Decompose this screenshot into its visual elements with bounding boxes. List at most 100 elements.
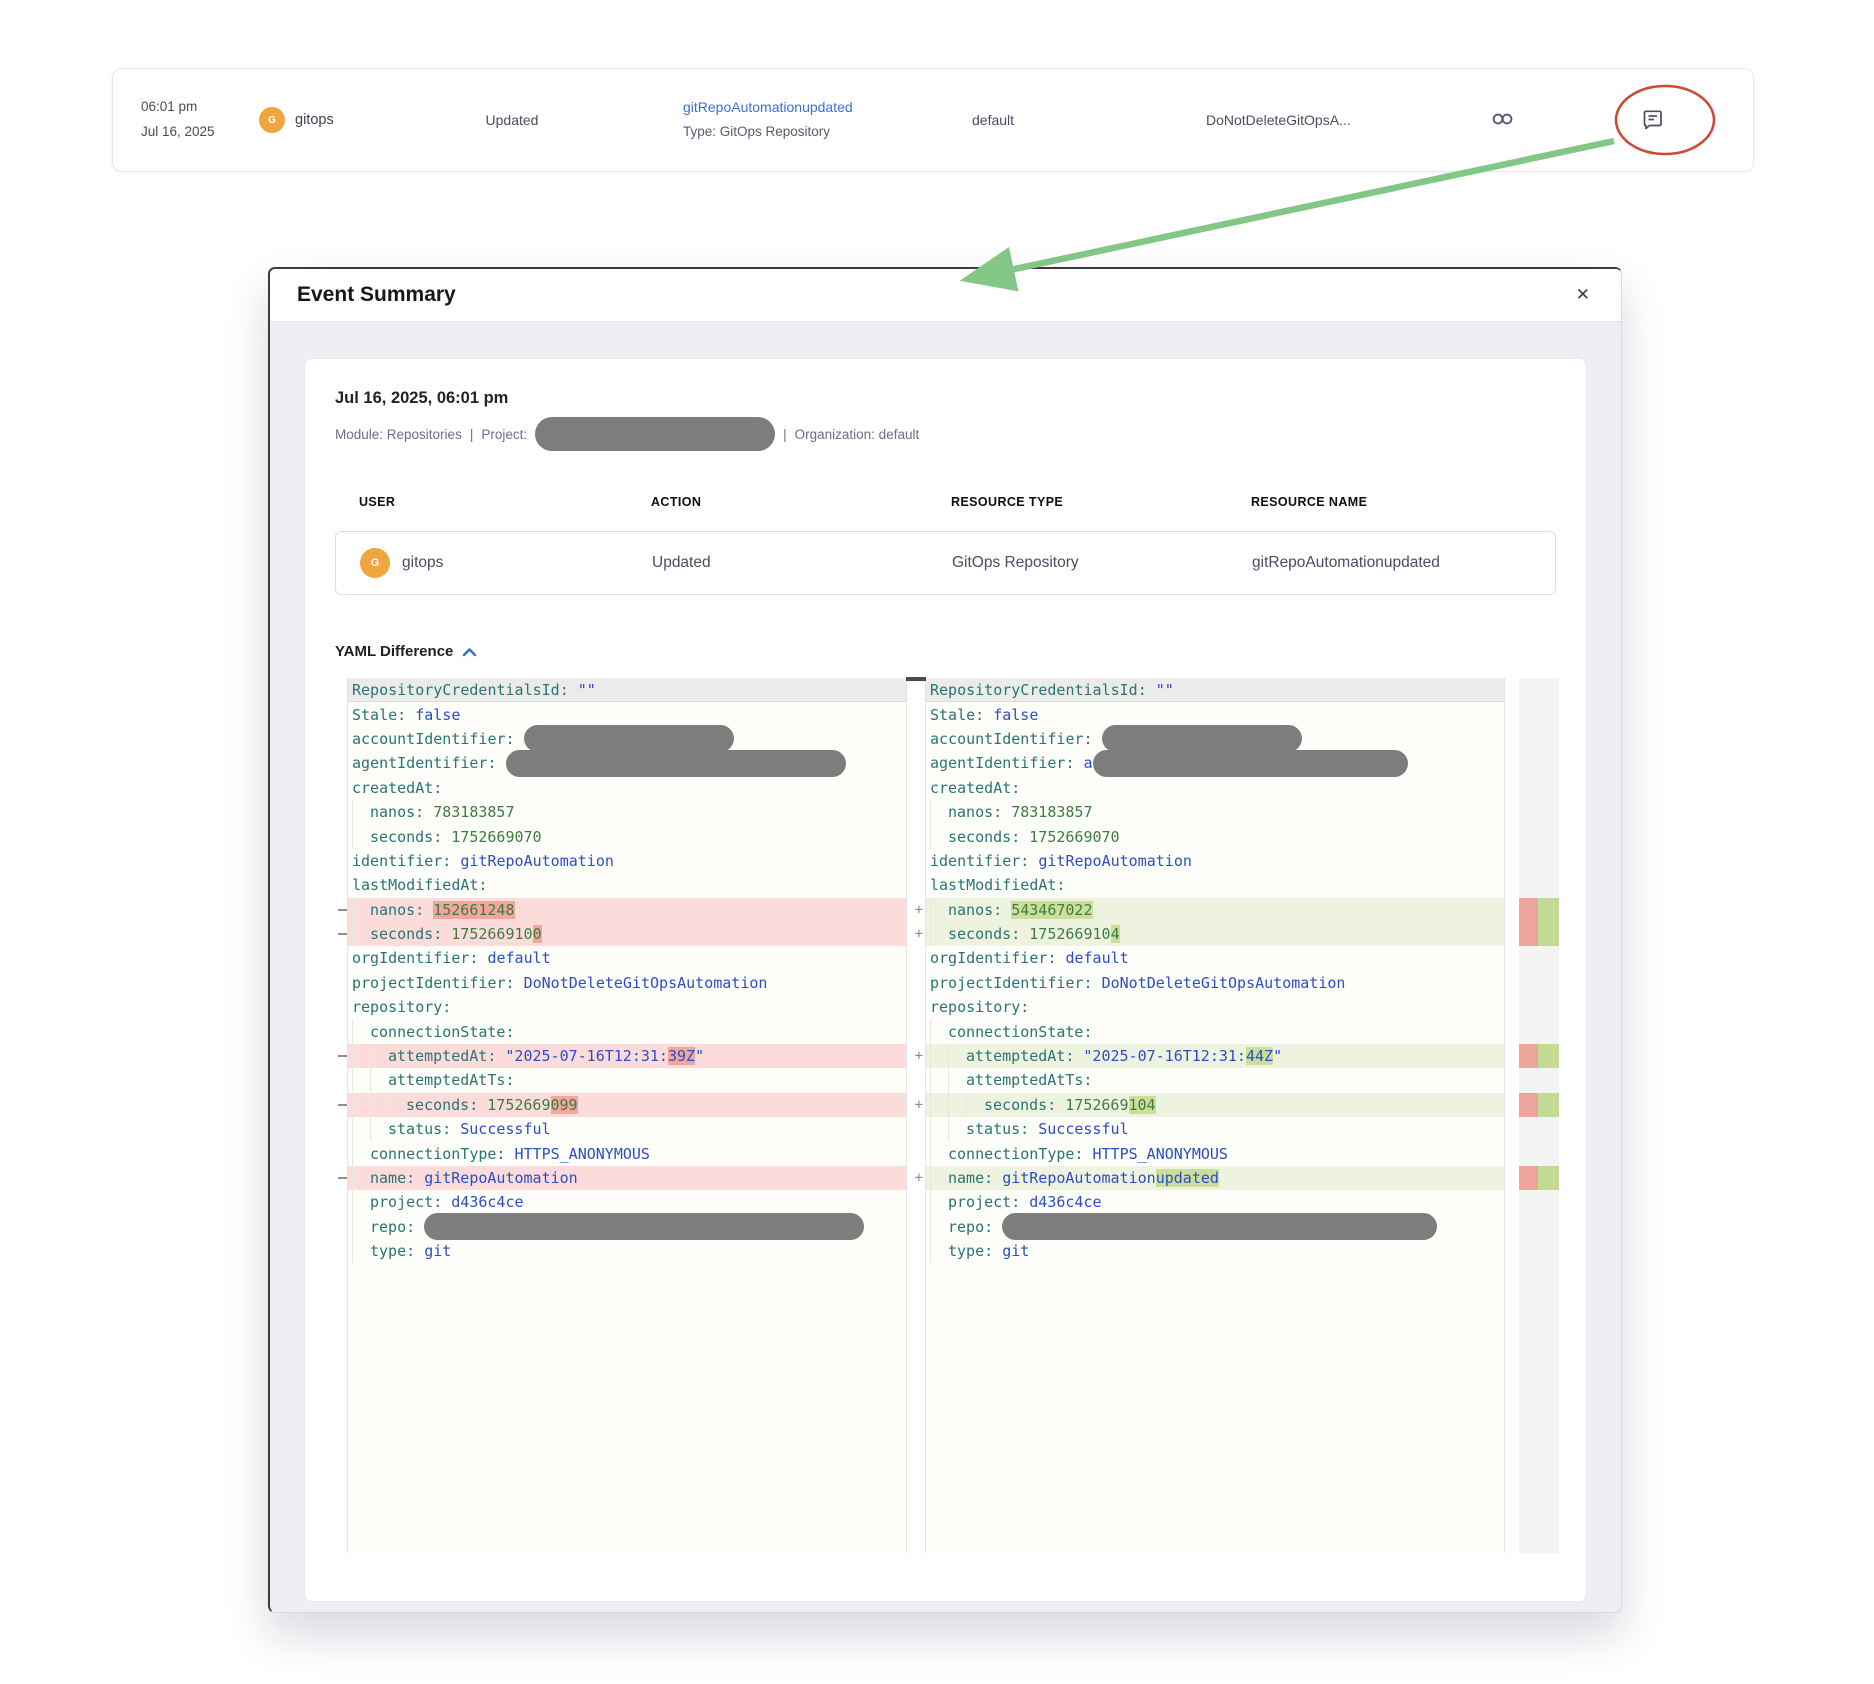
diff-line: projectIdentifier: DoNotDeleteGitOpsAuto… [930, 973, 1346, 992]
diff-line: status: Successful [926, 1117, 1504, 1142]
diff-line: lastModifiedAt: [930, 876, 1066, 895]
event-summary-button[interactable] [1637, 103, 1669, 138]
copy-link-button[interactable] [1487, 106, 1519, 135]
diff-minimap[interactable] [1519, 678, 1559, 1553]
redacted-value [505, 749, 846, 777]
minimap-removed-marker [1519, 1165, 1538, 1191]
removed-line-marker [338, 1177, 347, 1179]
event-timestamp: 06:01 pm Jul 16, 2025 [141, 95, 259, 145]
minimap-removed-marker [1519, 921, 1538, 947]
row-user: G gitops [360, 548, 652, 578]
event-summary-modal: Event Summary ✕ Jul 16, 2025, 06:01 pm M… [268, 267, 1622, 1613]
diff-line: Stale: false [352, 705, 461, 724]
diff-line: attemptedAtTs: [348, 1068, 906, 1093]
diff-divider-handle[interactable] [906, 677, 926, 681]
event-project: DoNotDeleteGitOpsA... [1206, 112, 1351, 128]
separator: | [783, 426, 787, 442]
close-button[interactable]: ✕ [1572, 281, 1594, 309]
diff-pane-new: RepositoryCredentialsId: "" Stale: false a… [925, 678, 1505, 1553]
diff-line: lastModifiedAt: [352, 876, 488, 895]
diff-line: identifier: gitRepoAutomation [352, 851, 614, 870]
redacted-value [1101, 725, 1302, 753]
removed-line-marker [338, 933, 347, 936]
user-name: gitops [402, 554, 444, 571]
minimap-added-marker [1538, 921, 1559, 947]
added-line-marker: + [914, 1048, 923, 1065]
diff-line: repo: [926, 1213, 1504, 1241]
diff-line: identifier: gitRepoAutomation [930, 851, 1192, 870]
note-icon [1641, 107, 1665, 134]
diff-line: RepositoryCredentialsId: "" [348, 678, 906, 703]
diff-line: name: gitRepoAutomation [348, 1165, 906, 1191]
diff-line: repository: [352, 998, 452, 1017]
summary-table-header: USER ACTION RESOURCE TYPE RESOURCE NAME [335, 495, 1556, 509]
minimap-added-marker [1538, 897, 1559, 922]
diff-line: orgIdentifier: default [352, 949, 551, 968]
diff-line: seconds: 1752669 099 [348, 1092, 906, 1118]
event-datetime: Jul 16, 2025, 06:01 pm [335, 389, 509, 407]
modal-title: Event Summary [297, 283, 456, 306]
removed-line-marker [338, 1103, 347, 1106]
diff-center-gutter: + + + + + [905, 678, 925, 1553]
diff-line: Stale: false [930, 705, 1039, 724]
minimap-removed-marker [1519, 1092, 1538, 1118]
diff-line: repository: [930, 998, 1030, 1017]
audit-event-row[interactable]: 06:01 pm Jul 16, 2025 G gitops Updated g… [112, 68, 1754, 172]
diff-line: seconds: 1752669070 [926, 824, 1504, 849]
diff-line: status: Successful [348, 1117, 906, 1142]
diff-line: attemptedAt: "2025-07-16T12:31: 44Z " [926, 1043, 1504, 1069]
diff-line: createdAt: [352, 778, 443, 797]
diff-line: accountIdentifier: [926, 725, 1504, 753]
diff-line: nanos: 783183857 [348, 799, 906, 825]
summary-table-row: G gitops Updated GitOps Repository gitRe… [335, 531, 1556, 595]
diff-line: repo: [348, 1213, 906, 1241]
diff-line: type: git [926, 1238, 1504, 1264]
minimap-added-marker [1538, 1165, 1559, 1191]
event-resource: gitRepoAutomationupdated Type: GitOps Re… [637, 95, 922, 144]
yaml-diff-viewer[interactable]: RepositoryCredentialsId: "" Stale: false a… [335, 677, 1559, 1553]
diff-line: seconds: 175266910 0 [348, 921, 906, 947]
avatar: G [360, 548, 390, 578]
diff-line: createdAt: [930, 778, 1021, 797]
diff-line: connectionState: [348, 1019, 906, 1044]
added-line-marker: + [914, 1170, 923, 1186]
added-line-marker: + [914, 1096, 923, 1113]
separator: | [469, 426, 474, 442]
header-resource-name: RESOURCE NAME [1251, 495, 1368, 509]
diff-line: nanos: 543467022 [926, 897, 1504, 922]
event-meta: Module: Repositories | Project: | Organi… [335, 417, 1556, 451]
chevron-up-icon[interactable] [462, 647, 477, 657]
event-time: 06:01 pm [141, 99, 198, 115]
redacted-project-name [535, 417, 776, 451]
minimap-removed-marker [1519, 897, 1538, 922]
organization-label: Organization: default [794, 426, 920, 442]
diff-line: nanos: 783183857 [926, 799, 1504, 825]
row-resource-name: gitRepoAutomationupdated [1252, 554, 1440, 571]
event-date: Jul 16, 2025 [141, 124, 215, 139]
user-name: gitops [295, 112, 334, 128]
resource-link[interactable]: gitRepoAutomationupdated [683, 99, 853, 116]
modal-header: Event Summary ✕ [270, 269, 1621, 322]
diff-line: seconds: 1752669070 [348, 824, 906, 849]
event-action: Updated [485, 112, 539, 128]
diff-line: projectIdentifier: DoNotDeleteGitOpsAuto… [352, 973, 768, 992]
diff-line: type: git [348, 1238, 906, 1264]
yaml-difference-section: YAML Difference [335, 643, 1556, 660]
added-line-marker: + [914, 901, 923, 918]
diff-line: attemptedAt: "2025-07-16T12:31: 39Z " [348, 1043, 906, 1069]
row-resource-type: GitOps Repository [952, 554, 1079, 571]
module-label: Module: Repositories [335, 426, 462, 442]
diff-line: connectionType: HTTPS_ANONYMOUS [926, 1141, 1504, 1166]
redacted-value [523, 725, 734, 753]
diff-line: connectionState: [926, 1019, 1504, 1044]
summary-card: Jul 16, 2025, 06:01 pm Module: Repositor… [304, 358, 1587, 1602]
yaml-difference-label: YAML Difference [335, 643, 454, 660]
minimap-removed-marker [1519, 1043, 1538, 1069]
diff-line: nanos: 152661248 [348, 897, 906, 922]
removed-line-marker [338, 908, 347, 911]
header-action: ACTION [651, 495, 702, 509]
diff-line: project: d436c4ce [926, 1190, 1504, 1215]
redacted-value [1002, 1213, 1438, 1241]
